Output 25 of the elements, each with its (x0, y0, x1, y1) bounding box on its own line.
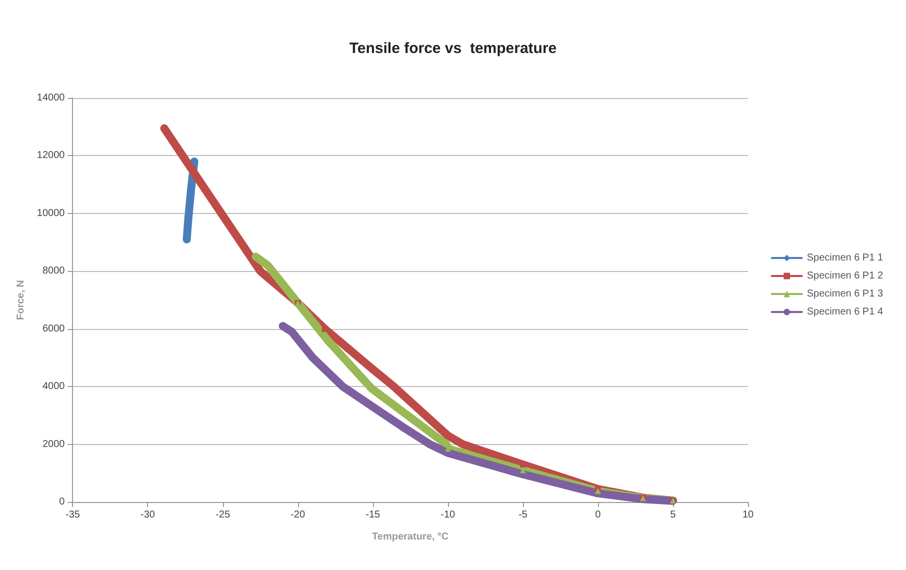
x-axis-title: Temperature, °C (372, 532, 449, 542)
x-tick-label: 0 (595, 510, 602, 520)
x-tick-label: -15 (366, 510, 381, 520)
x-tick-label: -20 (290, 510, 306, 520)
chart-title: Tensile force vs temperature (349, 40, 557, 57)
x-tick-label: -30 (140, 510, 156, 520)
x-tick-label: -25 (216, 510, 230, 520)
x-tick-label: -10 (440, 510, 456, 520)
y-axis-title: Force, N (16, 280, 26, 320)
legend-label: Specimen 6 P1 4 (806, 306, 884, 318)
y-tick-label: 10000 (36, 208, 66, 219)
y-tick-label: 12000 (36, 150, 66, 162)
legend-label: Specimen 6 P1 2 (806, 270, 884, 282)
x-tick-label: -35 (65, 510, 80, 520)
y-tick-label: 2000 (42, 438, 66, 450)
y-tick-label: 0 (59, 496, 66, 508)
y-tick-label: 4000 (42, 381, 66, 392)
legend-label: Specimen 6 P1 1 (806, 252, 884, 264)
x-tick-label: 5 (670, 510, 676, 520)
y-tick-label: 6000 (42, 323, 66, 334)
x-tick-label: 10 (742, 510, 754, 520)
legend-label: Specimen 6 P1 3 (806, 288, 884, 300)
x-tick-label: -5 (518, 510, 528, 520)
y-tick-label: 14000 (36, 92, 66, 104)
y-tick-label: 8000 (42, 266, 66, 277)
